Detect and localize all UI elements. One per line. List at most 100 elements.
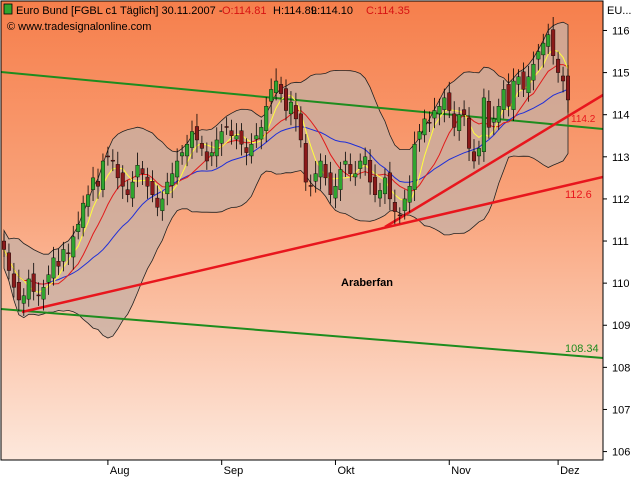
candle-body bbox=[516, 76, 521, 85]
candle-body bbox=[135, 165, 140, 178]
candle bbox=[506, 73, 511, 117]
candle-body bbox=[442, 97, 447, 110]
candle-body bbox=[71, 236, 76, 258]
candle-body bbox=[417, 131, 422, 140]
candle-body bbox=[313, 173, 318, 182]
candle bbox=[338, 161, 343, 202]
candle bbox=[66, 243, 71, 266]
candle bbox=[491, 106, 496, 135]
candle bbox=[214, 127, 219, 168]
candle-body bbox=[412, 143, 417, 190]
candle bbox=[442, 88, 447, 123]
candle bbox=[130, 171, 135, 207]
candle bbox=[180, 145, 185, 165]
candle-body bbox=[194, 126, 199, 141]
candle-body bbox=[452, 113, 457, 128]
candle bbox=[219, 123, 224, 156]
candle-body bbox=[462, 109, 467, 115]
y-tick-label: 106 bbox=[612, 447, 630, 459]
candle bbox=[170, 162, 175, 199]
candle-body bbox=[422, 118, 427, 136]
candle bbox=[21, 288, 26, 316]
candle-body bbox=[348, 164, 353, 174]
candle-body bbox=[6, 252, 11, 271]
candle-body bbox=[437, 106, 442, 115]
candle-body bbox=[373, 176, 378, 195]
candle bbox=[437, 98, 442, 126]
candle-body bbox=[180, 152, 185, 157]
candle bbox=[175, 148, 180, 185]
candle-body bbox=[199, 143, 204, 149]
candle bbox=[363, 147, 368, 176]
candle bbox=[392, 189, 397, 225]
candle bbox=[46, 265, 51, 295]
candle-body bbox=[491, 118, 496, 123]
candle-body bbox=[338, 169, 343, 190]
candle bbox=[41, 279, 46, 311]
candle bbox=[244, 138, 249, 166]
candle bbox=[303, 134, 308, 191]
candle bbox=[486, 90, 491, 139]
candle-body bbox=[155, 197, 160, 208]
candle-body bbox=[476, 148, 481, 157]
candle bbox=[526, 65, 531, 102]
candle bbox=[140, 161, 145, 186]
candle bbox=[279, 76, 284, 103]
y-tick-label: 115 bbox=[612, 68, 630, 80]
lower-channel-line bbox=[1, 308, 603, 359]
candle-body bbox=[293, 105, 298, 120]
candle-body bbox=[382, 177, 387, 195]
candle bbox=[452, 101, 457, 137]
candle bbox=[313, 161, 318, 193]
x-tick-label: Okt bbox=[337, 465, 354, 477]
y-tick-label: 109 bbox=[612, 320, 630, 332]
candle bbox=[125, 180, 130, 203]
candle bbox=[115, 151, 120, 190]
candle bbox=[561, 66, 566, 93]
candle bbox=[150, 170, 155, 203]
candle bbox=[204, 142, 209, 170]
candle-body bbox=[2, 240, 6, 250]
candle bbox=[105, 146, 110, 166]
candle-body bbox=[26, 278, 31, 300]
candle-body bbox=[86, 194, 91, 207]
annotation-label: Araberfan bbox=[341, 277, 393, 289]
candle bbox=[234, 123, 239, 150]
candlestick-series bbox=[2, 17, 571, 316]
candle bbox=[185, 134, 190, 167]
candle bbox=[511, 68, 516, 122]
y-tick-label: 111 bbox=[612, 236, 629, 248]
long-trendline bbox=[21, 175, 603, 314]
candle bbox=[31, 262, 36, 301]
candle-body bbox=[467, 117, 472, 149]
candle-body bbox=[358, 160, 363, 169]
candle-body bbox=[363, 156, 368, 165]
series-color-icon bbox=[3, 3, 13, 15]
candle-body bbox=[95, 181, 100, 187]
candle-body bbox=[100, 160, 105, 190]
candle bbox=[402, 189, 407, 220]
candle-body bbox=[284, 88, 289, 111]
candle bbox=[274, 68, 279, 101]
candle bbox=[194, 113, 199, 153]
y-axis: 106 107 108 109 110 111 112 113 114 115 116 bbox=[603, 25, 630, 459]
candle-body bbox=[150, 181, 155, 195]
candle bbox=[165, 172, 170, 206]
candle bbox=[417, 123, 422, 152]
candle-body bbox=[189, 131, 194, 148]
candle bbox=[467, 107, 472, 162]
candle bbox=[6, 243, 11, 280]
level-label-steep-trendline: 114.2 bbox=[571, 114, 596, 125]
candle bbox=[521, 62, 526, 98]
candle bbox=[229, 119, 234, 145]
high-value: H:114.89 bbox=[273, 5, 317, 17]
candle bbox=[239, 123, 244, 156]
candle-body bbox=[481, 97, 486, 152]
candle bbox=[95, 168, 100, 199]
y-tick-label: 112 bbox=[612, 194, 630, 206]
candle-body bbox=[130, 181, 135, 199]
candle-body bbox=[229, 130, 234, 136]
candle-body bbox=[76, 223, 81, 232]
candle bbox=[556, 51, 561, 83]
